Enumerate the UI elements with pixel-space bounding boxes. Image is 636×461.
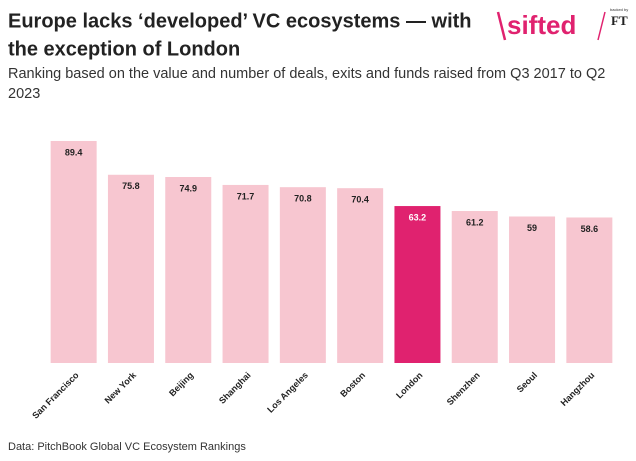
value-label: 59: [527, 223, 537, 233]
bar: [394, 206, 441, 363]
x-tick-label: Beijing: [167, 370, 195, 398]
x-tick-label: San Francisco: [30, 370, 81, 421]
value-label: 89.4: [65, 147, 83, 157]
chart-title: the exception of London: [8, 38, 240, 60]
x-tick-label: Hangzhou: [559, 370, 597, 408]
bar: [107, 174, 154, 363]
source: Data: PitchBook Global VC Ecosystem Rank…: [8, 441, 246, 453]
bar: [279, 187, 326, 363]
bar: [566, 217, 613, 363]
bar: [509, 216, 556, 363]
x-tick-label: Seoul: [515, 370, 539, 394]
value-label: 70.4: [351, 195, 369, 205]
bar: [451, 211, 498, 363]
value-label: 63.2: [409, 212, 427, 222]
value-label: 61.2: [466, 217, 484, 227]
bar: [222, 184, 269, 363]
bar: [165, 176, 212, 363]
subtitle: Ranking based on the value and number of…: [8, 66, 605, 82]
x-tick-label: New York: [103, 369, 139, 405]
value-label: 58.6: [581, 224, 599, 234]
logo-text: sifted: [507, 10, 576, 40]
logo-slash: [496, 11, 507, 41]
value-label: 74.9: [179, 183, 197, 193]
value-label: 70.8: [294, 194, 312, 204]
value-label: 71.7: [237, 191, 255, 201]
x-tick-label: Boston: [338, 370, 367, 399]
value-label: 75.8: [122, 181, 140, 191]
x-tick-label: Los Angeles: [265, 370, 310, 415]
logo-backed: backed by: [610, 7, 628, 12]
logo-slash: [597, 11, 606, 41]
logo: sifted backed by FT: [496, 7, 628, 41]
bar: [50, 140, 97, 363]
chart-title: Europe lacks ‘developed’ VC ecosystems —…: [8, 10, 472, 32]
subtitle: 2023: [8, 86, 40, 102]
bar: [337, 188, 384, 363]
x-tick-label: London: [394, 370, 424, 400]
x-tick-label: Shanghai: [217, 370, 253, 406]
logo-ft: FT: [611, 13, 628, 28]
x-tick-label: Shenzhen: [445, 370, 482, 407]
